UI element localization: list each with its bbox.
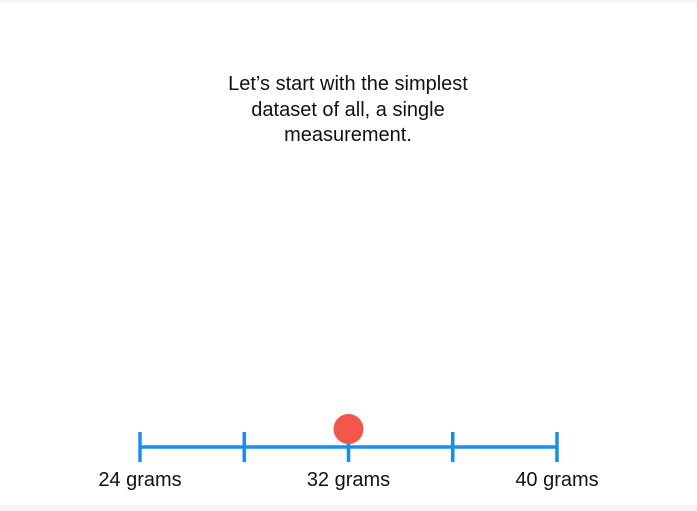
tick-label: 24 grams xyxy=(98,469,181,491)
bottom-border xyxy=(0,505,697,511)
measurement-point xyxy=(333,414,364,444)
tick-label: 40 grams xyxy=(515,469,598,491)
tick-label: 32 grams xyxy=(307,469,390,491)
top-border xyxy=(0,0,697,3)
caption-text: Let’s start with the simplest dataset of… xyxy=(228,73,468,146)
